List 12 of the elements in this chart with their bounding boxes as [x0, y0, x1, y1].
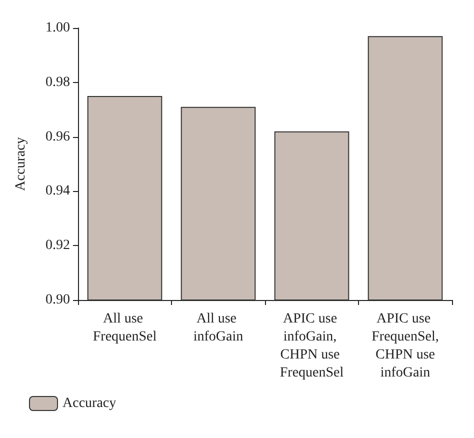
y-tick-label: 0.92 [46, 238, 70, 254]
y-axis-title: Accuracy [14, 137, 28, 191]
x-tick-label: All use FrequenSel [92, 312, 157, 344]
y-tick-label: 0.96 [46, 129, 70, 144]
legend-label: Accuracy [62, 396, 116, 411]
y-tick-label: 0.90 [46, 292, 70, 308]
y-tick-label: 1.00 [46, 20, 70, 36]
x-tick-label: All use infoGain [193, 312, 244, 344]
x-tick-label: APIC use infoGain, CHPN use FrequenSel [280, 312, 344, 380]
y-tick-label: 0.94 [46, 184, 70, 199]
x-tick-label: APIC use FrequenSel, CHPN use infoGain [372, 312, 439, 380]
y-tick-label: 0.98 [46, 74, 70, 90]
